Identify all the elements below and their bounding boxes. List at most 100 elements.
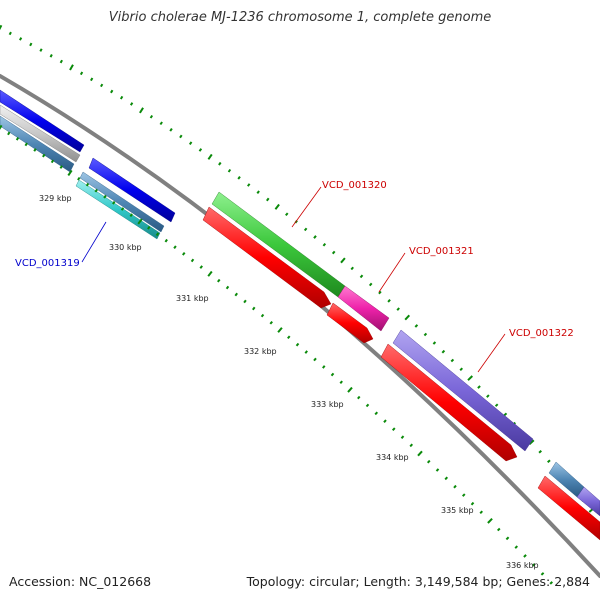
track-dash [129, 102, 134, 106]
tick-label: 331 kbp [176, 294, 209, 303]
track-dash [365, 403, 370, 408]
track-dash [252, 306, 256, 311]
track-dash [169, 128, 173, 132]
reverse-cds-feature[interactable] [202, 206, 332, 309]
track-dash [39, 48, 43, 52]
track-dash [266, 197, 270, 202]
track-dash [199, 265, 203, 269]
track-dash [217, 278, 221, 283]
track-dash [110, 89, 114, 94]
track-dash [207, 153, 213, 160]
track-dash [90, 77, 94, 82]
steel-feature[interactable] [79, 171, 165, 233]
track-dash [523, 554, 527, 558]
track-dash [50, 159, 55, 164]
callout-line [291, 186, 322, 228]
track-dash [49, 54, 53, 58]
track-dash [42, 153, 46, 158]
track-dash [414, 324, 419, 328]
track-dash [514, 545, 519, 549]
track-dash [461, 493, 466, 497]
track-dash [441, 349, 446, 354]
purple-feature[interactable] [576, 486, 600, 517]
track-dash [331, 250, 336, 255]
track-dash [295, 342, 300, 347]
track-dash [69, 64, 74, 71]
track-dash [129, 213, 133, 217]
track-dash [505, 536, 510, 541]
chromosome-backbone [0, 74, 600, 578]
tick-label: 333 kbp [311, 400, 344, 409]
track-dash [477, 385, 481, 389]
track-dash [322, 242, 327, 247]
feature-group-middle [202, 191, 390, 344]
track-dash [67, 169, 73, 176]
track-dash [179, 134, 183, 139]
track-dash [417, 450, 423, 457]
track-dash [313, 357, 317, 362]
callout-line [81, 221, 107, 263]
track-dash [237, 176, 241, 180]
tick-label: 329 kbp [39, 194, 72, 203]
track-dash [227, 168, 232, 173]
track-dash [256, 190, 260, 194]
track-dash [225, 285, 230, 290]
track-dash [0, 24, 3, 31]
grey-feature[interactable] [0, 104, 81, 163]
track-dash [453, 484, 457, 489]
gene-label-vcd-001322[interactable]: VCD_001322 [509, 328, 574, 339]
tick-label: 332 kbp [244, 347, 277, 356]
gene-label-vcd-001321[interactable]: VCD_001321 [409, 246, 474, 257]
tick-label: 330 kbp [109, 243, 142, 252]
reverse-cds-feature[interactable] [537, 475, 600, 541]
magenta-feature[interactable] [337, 285, 390, 332]
track-dash [159, 121, 163, 126]
track-dash [277, 327, 283, 333]
track-dash [459, 367, 464, 372]
forward-cds-feature[interactable] [0, 89, 85, 153]
track-dash [538, 450, 542, 454]
track-dash [188, 141, 193, 145]
map-title: Vibrio cholerae MJ-1236 chromosome 1, co… [108, 10, 492, 25]
gene-label-vcd-001320[interactable]: VCD_001320 [322, 180, 387, 191]
track-dash [547, 459, 551, 464]
callout-lines [81, 186, 506, 373]
forward-cds-feature[interactable] [88, 157, 176, 223]
cyan-feature[interactable] [75, 179, 161, 240]
track-dash [432, 341, 437, 345]
accession-text: Accession: NC_012668 [9, 574, 152, 589]
track-dash [33, 148, 37, 152]
track-dash [7, 131, 11, 136]
track-dash [247, 183, 251, 187]
track-dash [19, 37, 23, 41]
gene-labels: VCD_001319 VCD_001320 VCD_001321 VCD_001… [15, 180, 574, 339]
ruler-dot-track [0, 124, 553, 585]
track-dash [313, 235, 317, 239]
track-dash [426, 459, 431, 464]
kbp-tick-labels: 329 kbp 330 kbp 331 kbp 332 kbp 333 kbp … [39, 194, 539, 570]
purple-feature[interactable] [392, 329, 534, 452]
track-dash [340, 257, 346, 264]
feature-group-left [0, 89, 176, 240]
track-dash [357, 395, 361, 400]
callout-line [477, 333, 506, 373]
track-dash [198, 148, 203, 152]
track-dash [387, 299, 391, 303]
track-dash [400, 435, 405, 439]
reverse-cds-feature[interactable] [380, 343, 518, 462]
track-dash [218, 161, 222, 166]
reverse-cds-feature[interactable] [326, 302, 374, 344]
track-dash [29, 42, 33, 47]
track-dash [94, 188, 98, 193]
gene-label-vcd-001319[interactable]: VCD_001319 [15, 258, 80, 269]
track-dash [190, 258, 195, 263]
track-dash [368, 282, 373, 287]
track-dash [0, 124, 3, 130]
track-dash [285, 212, 289, 217]
track-dash [383, 419, 387, 423]
track-dash [396, 307, 400, 311]
track-dash [234, 292, 238, 297]
track-dash [287, 335, 291, 340]
track-dash [207, 270, 213, 277]
track-dash [347, 386, 353, 393]
